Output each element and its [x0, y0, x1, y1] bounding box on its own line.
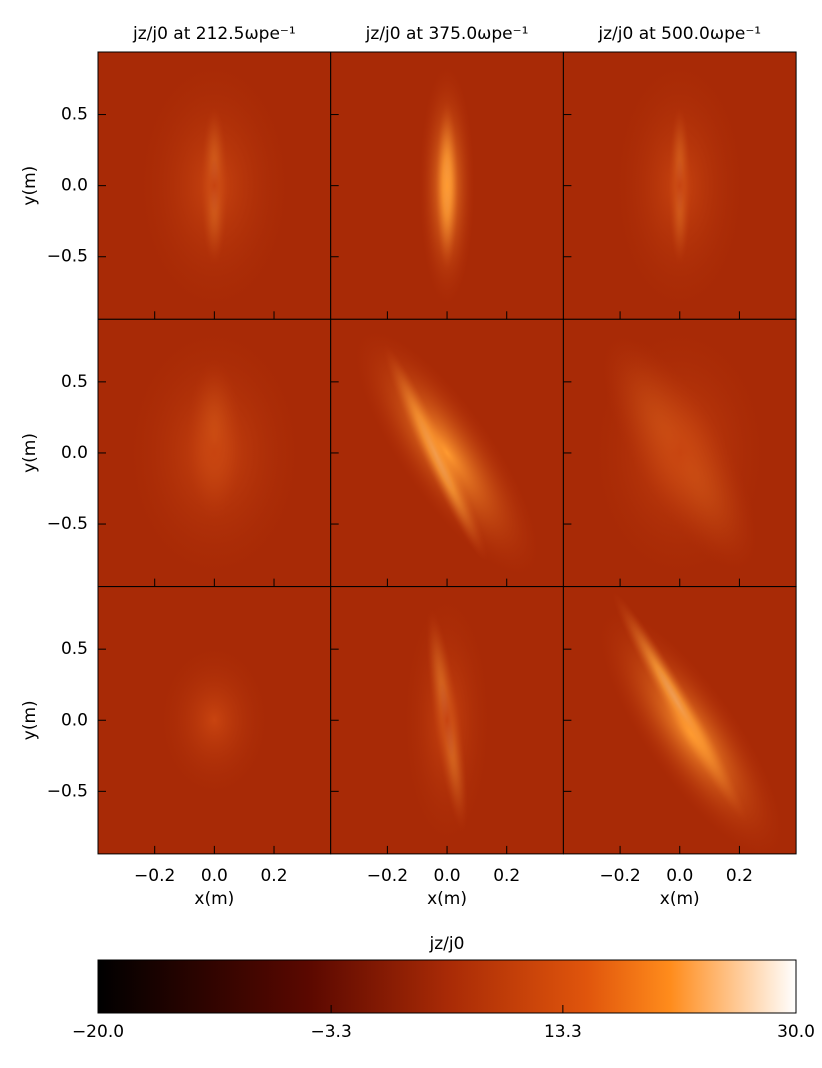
- x-tick-label: 0.0: [434, 866, 461, 886]
- heatmap: [98, 319, 331, 587]
- colorbar-tick-label: 30.0: [777, 1022, 815, 1042]
- heatmap-feature: [354, 329, 540, 577]
- panel: [330, 586, 564, 855]
- panel: [97, 586, 332, 855]
- y-axis-label: y(m): [20, 433, 40, 473]
- colorbar: [97, 959, 797, 1014]
- panel: [562, 586, 797, 855]
- y-tick-label: −0.5: [47, 514, 88, 534]
- panel: [97, 318, 332, 588]
- colorbar-tick-label: −3.3: [310, 1022, 351, 1042]
- x-tick-label: −0.2: [367, 866, 408, 886]
- x-tick-label: 0.0: [201, 866, 228, 886]
- panel-title: jz/j0 at 500.0ωpe⁻¹: [597, 24, 761, 44]
- x-tick-label: 0.2: [493, 866, 520, 886]
- y-tick-label: 0.5: [61, 372, 88, 392]
- panel: [330, 51, 564, 320]
- panel-title: jz/j0 at 375.0ωpe⁻¹: [365, 24, 529, 44]
- colorbar-tick-label: 13.3: [544, 1022, 582, 1042]
- y-tick-label: 0.5: [61, 105, 88, 125]
- x-tick-label: −0.2: [599, 866, 640, 886]
- y-tick-label: 0.0: [61, 176, 88, 196]
- y-tick-label: 0.5: [61, 639, 88, 659]
- heatmap-feature: [598, 610, 784, 854]
- heatmap: [330, 52, 564, 320]
- panel: [562, 318, 797, 588]
- y-tick-label: 0.0: [61, 443, 88, 463]
- y-tick-label: 0.0: [61, 710, 88, 730]
- colorbar-tick-label: −20.0: [72, 1022, 124, 1042]
- heatmap: [563, 319, 797, 587]
- y-axis-label: y(m): [20, 700, 40, 740]
- y-tick-label: −0.5: [47, 247, 88, 267]
- x-tick-label: 0.0: [666, 866, 693, 886]
- x-axis-label: x(m): [427, 889, 467, 909]
- heatmap-feature: [609, 52, 750, 320]
- heatmap: [563, 586, 797, 854]
- y-axis-label: y(m): [20, 166, 40, 206]
- heatmap: [98, 586, 331, 854]
- heatmap: [98, 52, 331, 320]
- x-tick-label: −0.2: [134, 866, 175, 886]
- panel: [330, 318, 564, 588]
- heatmap-feature: [121, 319, 308, 587]
- x-tick-label: 0.2: [726, 866, 753, 886]
- colorbar-label: jz/j0: [429, 934, 465, 954]
- heatmap-feature: [132, 52, 296, 320]
- x-axis-label: x(m): [660, 889, 700, 909]
- heatmap-feature: [419, 65, 475, 306]
- heatmap: [563, 52, 797, 320]
- panel-title: jz/j0 at 212.5ωpe⁻¹: [132, 24, 296, 44]
- y-tick-label: −0.5: [47, 781, 88, 801]
- x-tick-label: 0.2: [260, 866, 287, 886]
- heatmap: [330, 319, 564, 587]
- panel: [97, 51, 332, 320]
- panel: [562, 51, 797, 320]
- heatmap-feature: [156, 640, 273, 801]
- x-axis-label: x(m): [194, 889, 234, 909]
- heatmap: [330, 586, 564, 854]
- heatmap-feature: [586, 319, 773, 587]
- heatmap-feature: [400, 586, 494, 854]
